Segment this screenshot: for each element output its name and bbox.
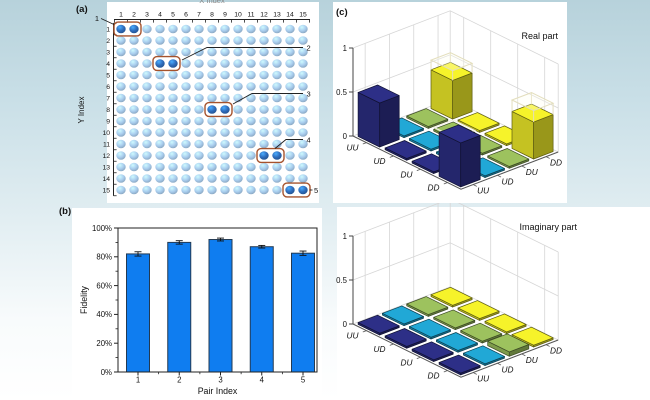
svg-text:8: 8 [210, 12, 214, 19]
fidelity-bar [126, 253, 150, 373]
panel-c-label: (c) [336, 7, 348, 18]
svg-text:100%: 100% [92, 224, 112, 233]
fidelity-bar [249, 246, 274, 373]
svg-text:0%: 0% [101, 368, 112, 377]
svg-text:4: 4 [307, 136, 311, 145]
pair-highlight-box [256, 147, 285, 164]
svg-text:DU: DU [401, 357, 414, 367]
svg-text:X Index: X Index [199, 0, 225, 5]
svg-text:UD: UD [374, 344, 386, 354]
svg-text:40%: 40% [96, 310, 112, 319]
svg-text:4: 4 [260, 376, 265, 385]
pair-highlight-box [204, 101, 233, 118]
svg-text:DD: DD [428, 183, 440, 193]
svg-text:2: 2 [307, 44, 311, 53]
svg-text:DU: DU [526, 167, 539, 177]
svg-text:14: 14 [286, 12, 294, 19]
svg-text:1: 1 [106, 26, 110, 33]
svg-text:5: 5 [106, 72, 110, 79]
svg-text:Y Index: Y Index [77, 97, 86, 124]
svg-text:1: 1 [136, 376, 140, 385]
svg-text:9: 9 [106, 118, 110, 125]
density-matrix-imag-content: 0 0.5 1 UU UU UD UD DU DU DD DD Imaginary part [336, 203, 577, 384]
svg-text:13: 13 [102, 164, 110, 171]
svg-text:3: 3 [145, 12, 149, 19]
svg-text:10: 10 [234, 12, 242, 19]
svg-text:12: 12 [260, 12, 268, 19]
svg-text:9: 9 [223, 12, 227, 19]
svg-text:4: 4 [106, 61, 110, 68]
fidelity-bar-content: 0% 20% 40% 60% 80% 100% 1 2 3 4 5 Pair Index Fidelit… [79, 224, 318, 396]
svg-text:8: 8 [106, 107, 110, 114]
svg-text:7: 7 [197, 12, 201, 19]
svg-text:15: 15 [102, 187, 110, 194]
svg-text:DD: DD [550, 346, 562, 356]
svg-text:10: 10 [102, 130, 110, 137]
svg-text:1: 1 [119, 12, 123, 19]
svg-text:20%: 20% [96, 339, 112, 348]
svg-text:0: 0 [343, 132, 348, 141]
svg-text:UU: UU [477, 186, 490, 196]
svg-text:UU: UU [347, 143, 360, 153]
svg-text:3: 3 [218, 376, 222, 385]
panel-b-background [72, 208, 322, 400]
svg-text:UD: UD [501, 176, 513, 186]
svg-text:1: 1 [343, 44, 347, 53]
fidelity-bar [291, 252, 315, 373]
svg-text:Real part: Real part [521, 31, 558, 41]
svg-text:11: 11 [247, 12, 254, 19]
real-part-3d-chart: 0 0.5 1 UU UU UD UD DU DU DD DD Real part [336, 10, 562, 196]
svg-text:5: 5 [301, 376, 306, 385]
density-matrix-real-content: 0 0.5 1 UU UU UD UD DU DU DD DD Real part [336, 10, 562, 196]
panel-b-label: (b) [59, 206, 72, 217]
svg-text:12: 12 [102, 153, 110, 160]
svg-text:3: 3 [307, 90, 311, 99]
svg-text:5: 5 [314, 186, 318, 195]
pair-highlight-box [152, 55, 181, 72]
svg-text:UD: UD [374, 156, 386, 166]
svg-text:11: 11 [103, 141, 110, 148]
fidelity-bar [167, 241, 192, 373]
svg-text:0.5: 0.5 [336, 276, 348, 285]
svg-text:80%: 80% [96, 253, 112, 262]
svg-text:1: 1 [95, 14, 99, 23]
svg-text:Pair Index: Pair Index [198, 386, 238, 396]
svg-text:DD: DD [550, 158, 562, 168]
svg-text:Imaginary part: Imaginary part [519, 222, 577, 232]
svg-text:7: 7 [106, 95, 110, 102]
svg-text:4: 4 [158, 12, 162, 19]
svg-text:3: 3 [106, 49, 110, 56]
svg-text:2: 2 [106, 38, 110, 45]
fidelity-bar-chart: 0% 20% 40% 60% 80% 100% 1 2 3 4 5 Pair Index Fidelit… [79, 224, 318, 396]
svg-text:60%: 60% [96, 281, 112, 290]
svg-text:6: 6 [106, 84, 110, 91]
svg-text:13: 13 [273, 12, 281, 19]
svg-text:5: 5 [171, 12, 175, 19]
svg-text:0.5: 0.5 [336, 88, 348, 97]
fidelity-bar [208, 239, 233, 373]
svg-text:6: 6 [184, 12, 188, 19]
svg-text:15: 15 [299, 12, 307, 19]
svg-text:2: 2 [177, 376, 181, 385]
svg-text:1: 1 [343, 232, 347, 241]
imaginary-part-3d-chart: 0 0.5 1 UU UU UD UD DU DU DD DD Imaginary part [336, 203, 577, 384]
svg-text:14: 14 [102, 176, 110, 183]
svg-text:UU: UU [347, 331, 360, 341]
svg-text:Fidelity: Fidelity [79, 285, 89, 313]
svg-text:2: 2 [132, 12, 136, 19]
svg-text:DD: DD [428, 371, 440, 381]
svg-text:DU: DU [401, 169, 414, 179]
panel-a-label: (a) [76, 4, 88, 15]
svg-text:0: 0 [343, 320, 348, 329]
svg-text:UU: UU [477, 374, 490, 384]
svg-text:DU: DU [526, 355, 539, 365]
svg-text:UD: UD [501, 364, 513, 374]
pair-highlight-box [113, 21, 142, 37]
